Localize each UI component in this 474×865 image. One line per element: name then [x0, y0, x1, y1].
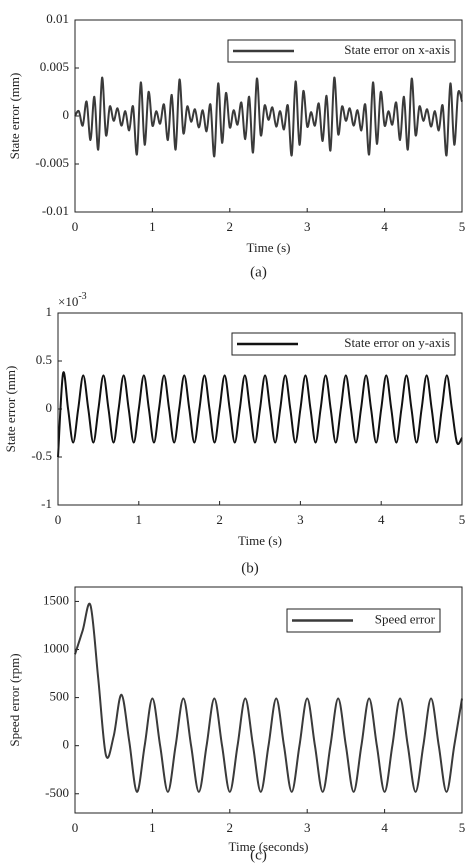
- caption: (c): [250, 847, 267, 863]
- legend-label: State error on x-axis: [344, 42, 450, 57]
- y-tick-label: -0.01: [42, 203, 69, 218]
- x-axis-label: Time (s): [238, 533, 282, 548]
- legend-label: Speed error: [375, 611, 436, 626]
- y-multiplier: ×10-3: [58, 291, 87, 309]
- y-tick-label: 500: [50, 689, 70, 704]
- x-tick-label: 0: [55, 512, 62, 527]
- y-tick-label: 0: [46, 400, 53, 415]
- x-tick-label: 1: [149, 820, 156, 835]
- x-tick-label: 4: [381, 820, 388, 835]
- x-tick-label: 5: [459, 219, 466, 234]
- y-tick-label: 1: [46, 304, 53, 319]
- x-tick-label: 3: [297, 512, 304, 527]
- legend-label: State error on y-axis: [344, 335, 450, 350]
- y-tick-label: 1000: [43, 640, 69, 655]
- data-line: [74, 602, 463, 793]
- caption: (b): [241, 560, 259, 576]
- y-tick-label: 1500: [43, 592, 69, 607]
- x-tick-label: 3: [304, 219, 311, 234]
- x-tick-label: 2: [227, 820, 234, 835]
- y-tick-label: -0.5: [31, 448, 52, 463]
- x-tick-label: 2: [227, 219, 234, 234]
- y-axis-label: State error (mm): [7, 73, 22, 160]
- caption: (a): [250, 264, 267, 280]
- axes-box: [74, 586, 463, 814]
- x-tick-label: 0: [72, 219, 79, 234]
- axes-box: [74, 19, 463, 213]
- y-tick-label: 0: [63, 107, 70, 122]
- x-tick-label: 2: [216, 512, 223, 527]
- x-axis-label: Time (seconds): [228, 839, 308, 854]
- y-multiplier-exponent: -3: [78, 291, 86, 302]
- x-tick-label: 3: [304, 820, 311, 835]
- legend-box: [286, 608, 441, 633]
- y-tick-label: -1: [41, 496, 52, 511]
- x-tick-label: 1: [136, 512, 143, 527]
- y-multiplier-base: ×10: [58, 294, 78, 309]
- y-axis-label: State error (mm): [3, 366, 18, 453]
- data-line: [57, 371, 463, 458]
- x-tick-label: 0: [72, 820, 79, 835]
- x-axis-label: Time (s): [247, 240, 291, 255]
- x-tick-label: 4: [378, 512, 385, 527]
- x-tick-label: 5: [459, 820, 466, 835]
- y-tick-label: -0.005: [35, 155, 69, 170]
- x-tick-label: 5: [459, 512, 466, 527]
- y-tick-label: 0.005: [40, 59, 69, 74]
- y-tick-label: 0: [63, 737, 70, 752]
- x-tick-label: 4: [381, 219, 388, 234]
- y-tick-label: 0.5: [36, 352, 52, 367]
- legend-box: [227, 39, 456, 63]
- axes-box: [57, 312, 463, 506]
- legend-box: [231, 332, 456, 356]
- data-line: [74, 76, 463, 158]
- y-tick-label: -500: [45, 785, 69, 800]
- y-tick-label: 0.01: [46, 11, 69, 26]
- x-tick-label: 1: [149, 219, 156, 234]
- y-axis-label: Speed error (rpm): [7, 653, 22, 746]
